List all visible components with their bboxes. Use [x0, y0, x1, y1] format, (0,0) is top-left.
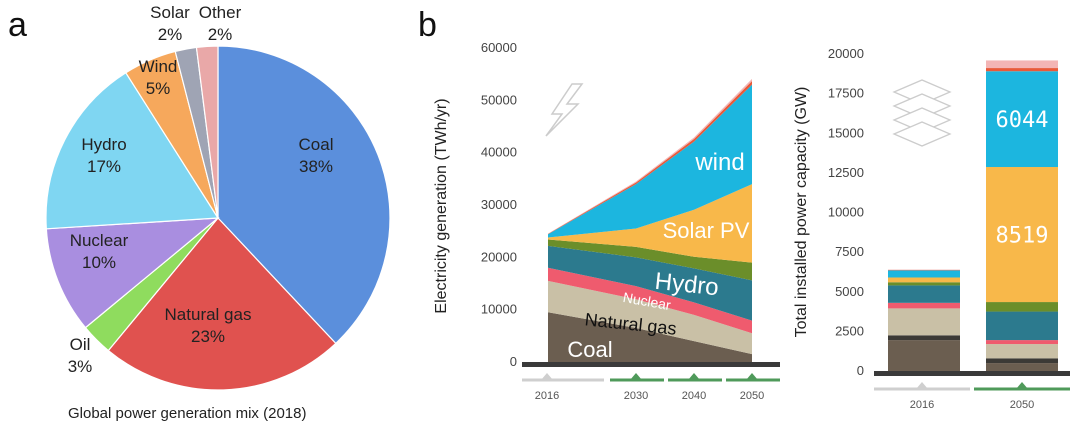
- timeline-marker: [630, 373, 642, 380]
- pie-label-other: Other: [199, 3, 242, 22]
- area-baseline: [522, 362, 780, 367]
- pie-pct-hydro: 17%: [87, 157, 121, 176]
- bar-ytick: 7500: [835, 244, 864, 259]
- pie-slice-other: [195, 45, 219, 219]
- lightning-icon: [545, 83, 584, 137]
- pie-label-oil: Oil: [70, 335, 91, 354]
- bar-data-label: 8519: [996, 224, 1049, 249]
- bar-2050-coal: [986, 363, 1058, 371]
- area-xtick: 2030: [624, 390, 648, 402]
- pie-pct-wind: 5%: [146, 79, 171, 98]
- area-ytick: 0: [510, 354, 517, 369]
- timeline-marker: [916, 382, 928, 389]
- bar-xtick: 2016: [910, 399, 934, 411]
- pie-caption: Global power generation mix (2018): [68, 405, 306, 422]
- bar-ytick: 12500: [828, 165, 864, 180]
- area-ytick: 30000: [481, 197, 517, 212]
- pie-label-wind: Wind: [139, 57, 178, 76]
- area-xtick: 2040: [682, 390, 706, 402]
- area-xtick: 2050: [740, 390, 764, 402]
- area-ytick: 20000: [481, 249, 517, 264]
- bar-2016-nuclear: [888, 302, 960, 309]
- pie-label-hydro: Hydro: [81, 135, 126, 154]
- timeline-marker: [541, 373, 553, 380]
- bar-ytick: 20000: [828, 46, 864, 61]
- bar-2016-hydro: [888, 285, 960, 303]
- pie-label-natural-gas: Natural gas: [165, 305, 252, 324]
- timeline-marker: [688, 373, 700, 380]
- bar-ytick: 5000: [835, 284, 864, 299]
- pie-slice-natural-gas: [107, 217, 337, 391]
- area-ytick: 40000: [481, 145, 517, 160]
- bar-ytick: 10000: [828, 205, 864, 220]
- area-wind: [548, 84, 752, 238]
- pie-slice-coal: [217, 45, 391, 345]
- area-nuclear: [548, 267, 752, 334]
- area-hydro: [548, 245, 752, 321]
- pie-pct-coal: 38%: [299, 157, 333, 176]
- bar-2050-wind: [986, 71, 1058, 168]
- area-solar-pv: [548, 184, 752, 263]
- area-label-wind: wind: [694, 149, 744, 176]
- bar-xtick: 2050: [1010, 399, 1034, 411]
- area-label-hydro: Hydro: [654, 268, 721, 302]
- bar-ylabel: Total installed power capacity (GW): [793, 87, 810, 338]
- bar-2050-nuclear: [986, 340, 1058, 345]
- area-ytick: 60000: [481, 40, 517, 55]
- timeline-marker: [1016, 382, 1028, 389]
- pie-label-coal: Coal: [299, 135, 334, 154]
- pie-pct-other: 2%: [208, 25, 233, 44]
- bar-2016-other-green: [888, 282, 960, 286]
- bar-2050-other: [986, 68, 1058, 72]
- bar-ytick: 17500: [828, 86, 864, 101]
- bar-2016-solar-pv: [888, 277, 960, 283]
- area-chart: 0 10000 20000 30000 40000 50000 60000 Electrici…: [433, 40, 780, 402]
- pie-pct-natural-gas: 23%: [191, 327, 225, 346]
- bar-2016-natural-gas: [888, 308, 960, 336]
- bar-2016-wind: [888, 270, 960, 278]
- pie-chart: Coal 38% Natural gas 23% Oil 3% Nuclear 10% Hydr…: [45, 3, 391, 391]
- bar-2050-dark-band: [986, 358, 1058, 364]
- area-ytick: 50000: [481, 92, 517, 107]
- bar-2016-coal: [888, 340, 960, 371]
- bar-2050-hydro: [986, 311, 1058, 341]
- area-label-solar-pv: Solar PV: [663, 218, 750, 243]
- timeline-marker: [746, 373, 758, 380]
- bar-ytick: 0: [857, 363, 864, 378]
- area-other-green: [548, 239, 752, 281]
- bar-data-label: 6044: [996, 108, 1049, 133]
- bar-2050-other-green: [986, 302, 1058, 312]
- pie-slice-nuclear: [45, 217, 220, 329]
- bar-2050-solar-pv: [986, 167, 1058, 303]
- bar-2016-dark-band: [888, 335, 960, 341]
- pie-pct-solar: 2%: [158, 25, 183, 44]
- area-xtick: 2016: [535, 390, 559, 402]
- pie-label-solar: Solar: [150, 3, 190, 22]
- bar-2050-natural-gas: [986, 344, 1058, 359]
- bar-ytick: 15000: [828, 125, 864, 140]
- area-ylabel: Electricity generation (TWh/yr): [433, 98, 450, 313]
- panel-b-label: b: [418, 6, 437, 44]
- bar-ytick: 2500: [835, 323, 864, 338]
- area-ytick: 10000: [481, 302, 517, 317]
- layers-icon: [892, 121, 952, 147]
- pie-label-nuclear: Nuclear: [70, 231, 129, 250]
- area-label-coal: Coal: [567, 337, 612, 362]
- bar-2050-other2: [986, 60, 1058, 69]
- panel-a-label: a: [8, 6, 27, 44]
- capacity-bar-chart: 0 2500 5000 7500 10000 12500 15000 17500 20000 To…: [793, 46, 1070, 411]
- pie-pct-oil: 3%: [68, 357, 93, 376]
- area-coal: [548, 312, 752, 362]
- pie-slice-hydro: [45, 71, 220, 230]
- area-natural-gas: [548, 280, 752, 355]
- pie-pct-nuclear: 10%: [82, 253, 116, 272]
- bar-baseline: [874, 371, 1070, 376]
